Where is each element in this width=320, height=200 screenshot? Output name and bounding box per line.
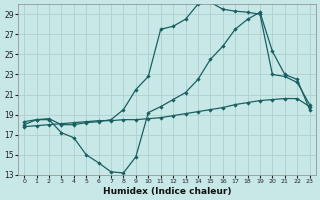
X-axis label: Humidex (Indice chaleur): Humidex (Indice chaleur) <box>103 187 231 196</box>
